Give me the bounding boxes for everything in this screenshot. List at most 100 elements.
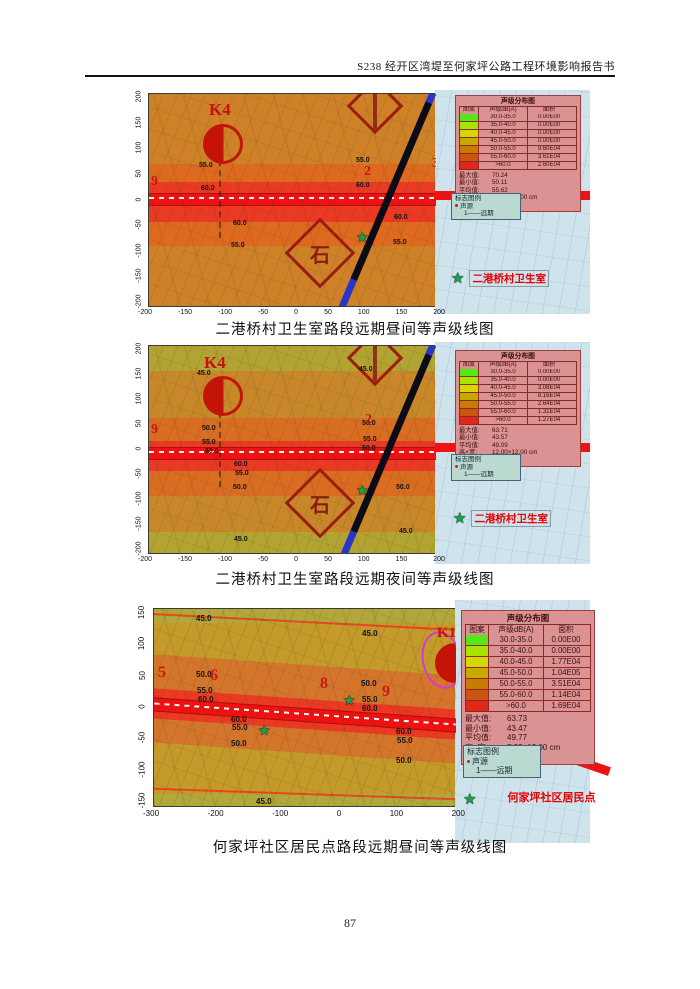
- y-tick-label: 0: [137, 704, 147, 709]
- legend-row: 35.0-40.0 0.00E00: [466, 645, 590, 656]
- marker-legend: 标志图例 声源 1——远期: [451, 454, 521, 481]
- legend-range: 35.0-40.0: [478, 122, 527, 129]
- noise-map-grid: 石 K4 45.0 45.0 50.0 55.0 60.0 50.0 55.0 60.0 60.…: [148, 345, 437, 554]
- col-level: 声级dB(A): [478, 107, 527, 114]
- legend-row: 35.0-40.0 0.00E00: [460, 376, 576, 384]
- y-tick-label: 200: [135, 90, 143, 103]
- legend-area: 2.64E04: [527, 401, 570, 408]
- stake-k-label: K4: [209, 100, 231, 119]
- legend-row: 40.0-45.0 1.77E04: [466, 656, 590, 667]
- x-tick-label: 0: [294, 556, 299, 563]
- header-divider: [85, 75, 615, 77]
- legend-row: >60.0 2.60E04: [460, 161, 576, 169]
- stat-row: 最大值: 70.24: [459, 172, 577, 179]
- legend-area: 0.00E00: [527, 122, 570, 129]
- stake-k-label: K1: [437, 625, 457, 641]
- poi-star-icon: [453, 511, 466, 526]
- legend-range: 40.0-45.0: [488, 657, 543, 667]
- legend-area: 9.60E04: [527, 146, 570, 153]
- y-tick-label: -100: [137, 761, 147, 778]
- marker-legend-period: 1——远期: [476, 766, 513, 776]
- legend-range: >60.0: [478, 162, 527, 169]
- map-margin-strip: 声级分布图 图案 声级dB(A) 面积 30.0-35.0 0.00E00: [435, 342, 590, 564]
- y-tick-label: -100: [135, 491, 143, 506]
- sensitive-point-callout: 二港桥村卫生室: [453, 510, 551, 527]
- legend-title: 声级分布图: [501, 98, 535, 105]
- legend-rows: 30.0-35.0 0.00E00 35.0-40.0 0.00E00 40.0…: [466, 635, 590, 711]
- figure-caption: 二港桥村卫生室路段远期昼间等声级线图: [215, 322, 495, 338]
- stat-label: 最大值:: [459, 427, 480, 434]
- y-tick-label: 100: [135, 141, 143, 154]
- stat-value: 49.09: [492, 441, 508, 449]
- highway-road-band: [149, 447, 436, 460]
- legend-swatch: [466, 701, 488, 711]
- legend-row: 50.0-55.0 9.60E04: [460, 145, 576, 153]
- legend-area: 1.04E05: [543, 668, 588, 678]
- y-tick-label: -200: [135, 294, 143, 309]
- legend-range: 40.0-45.0: [478, 130, 527, 137]
- legend-rows: 30.0-35.0 0.00E00 35.0-40.0 0.00E00 40.0…: [460, 114, 576, 169]
- stat-label: 最大值:: [465, 714, 492, 723]
- legend-row: 55.0-60.0 1.31E04: [460, 408, 576, 416]
- legend-range: 50.0-55.0: [478, 146, 527, 153]
- legend-rows: 30.0-35.0 0.00E00 35.0-40.0 0.00E00 40.0…: [460, 369, 576, 424]
- x-tick-label: 150: [395, 309, 408, 316]
- legend-swatch: [460, 122, 478, 129]
- stat-row: 最大值: 63.71: [459, 427, 577, 434]
- x-tick-label: -300: [143, 809, 160, 818]
- legend-row: 50.0-55.0 3.51E04: [466, 678, 590, 689]
- x-tick-label: 100: [357, 556, 370, 563]
- stat-value: 63.73: [507, 714, 528, 723]
- figure-daytime-noise-map: 200 150 100 50 0 -50 -100 -150 -200 石 K4 55.0 60.…: [120, 90, 590, 342]
- stat-value: 63.71: [492, 427, 508, 434]
- legend-row: 45.0-50.0 8.16E04: [460, 392, 576, 400]
- quarry-character: 石: [310, 494, 330, 517]
- map-circle-symbol: [203, 124, 243, 164]
- noise-distribution-legend: 声级分布图 图案 声级dB(A) 面积 30.0-35.0 0.00E00: [455, 350, 581, 468]
- y-tick-label: 50: [135, 419, 143, 428]
- legend-swatch: [466, 679, 488, 689]
- legend-swatch: [460, 114, 478, 121]
- stat-row: 最小值: 50.11: [459, 179, 577, 186]
- x-axis-ticks: -300 -200 -100 0 100 200: [143, 809, 465, 818]
- poi-star-icon: [463, 792, 476, 807]
- marker-legend-source: 声源: [455, 203, 517, 211]
- legend-table: 图案 声级dB(A) 面积 30.0-35.0 0.00E00 35.0-40.…: [465, 624, 591, 712]
- y-tick-label: 150: [135, 367, 143, 380]
- legend-area: 0.00E00: [527, 138, 570, 145]
- legend-swatch: [460, 385, 478, 392]
- poi-label: 二港桥村卫生室: [469, 270, 549, 287]
- stat-label: 高×宽:: [459, 449, 478, 457]
- legend-area: 3.61E04: [527, 154, 570, 161]
- source-dot-icon: [467, 759, 470, 763]
- legend-range: 40.0-45.0: [478, 385, 527, 392]
- legend-row: 45.0-50.0 1.04E05: [466, 667, 590, 678]
- legend-header-row: 图案 声级dB(A) 面积: [466, 625, 590, 635]
- legend-range: >60.0: [478, 417, 527, 424]
- y-tick-label: -150: [135, 516, 143, 531]
- legend-swatch: [460, 377, 478, 384]
- legend-range: 35.0-40.0: [488, 646, 543, 656]
- y-tick-label: 50: [137, 670, 147, 680]
- legend-swatch: [466, 657, 488, 667]
- stat-label: 最大值:: [459, 172, 480, 179]
- road-centerline: [149, 197, 436, 199]
- legend-title: 声级分布图: [506, 613, 550, 623]
- map-margin-strip: 声级分布图 图案 声级dB(A) 面积 30.0-35.0 0.00E00: [455, 600, 611, 843]
- legend-row: 30.0-35.0 0.00E00: [460, 114, 576, 121]
- x-tick-label: -50: [258, 556, 269, 563]
- y-axis-ticks: 150 100 50 0 -50 -100 -150: [135, 606, 149, 809]
- legend-range: 35.0-40.0: [478, 377, 527, 384]
- legend-area: 8.16E04: [527, 393, 570, 400]
- legend-header-row: 图案 声级dB(A) 面积: [460, 362, 576, 369]
- legend-area: 0.00E00: [543, 635, 588, 645]
- x-tick-label: -150: [178, 309, 193, 316]
- legend-range: 45.0-50.0: [488, 668, 543, 678]
- legend-area: 0.00E00: [527, 369, 570, 376]
- y-tick-label: -150: [137, 792, 147, 809]
- diamond-symbol: [346, 94, 404, 135]
- legend-title: 声级分布图: [501, 353, 535, 360]
- stat-value: 50.11: [492, 179, 508, 187]
